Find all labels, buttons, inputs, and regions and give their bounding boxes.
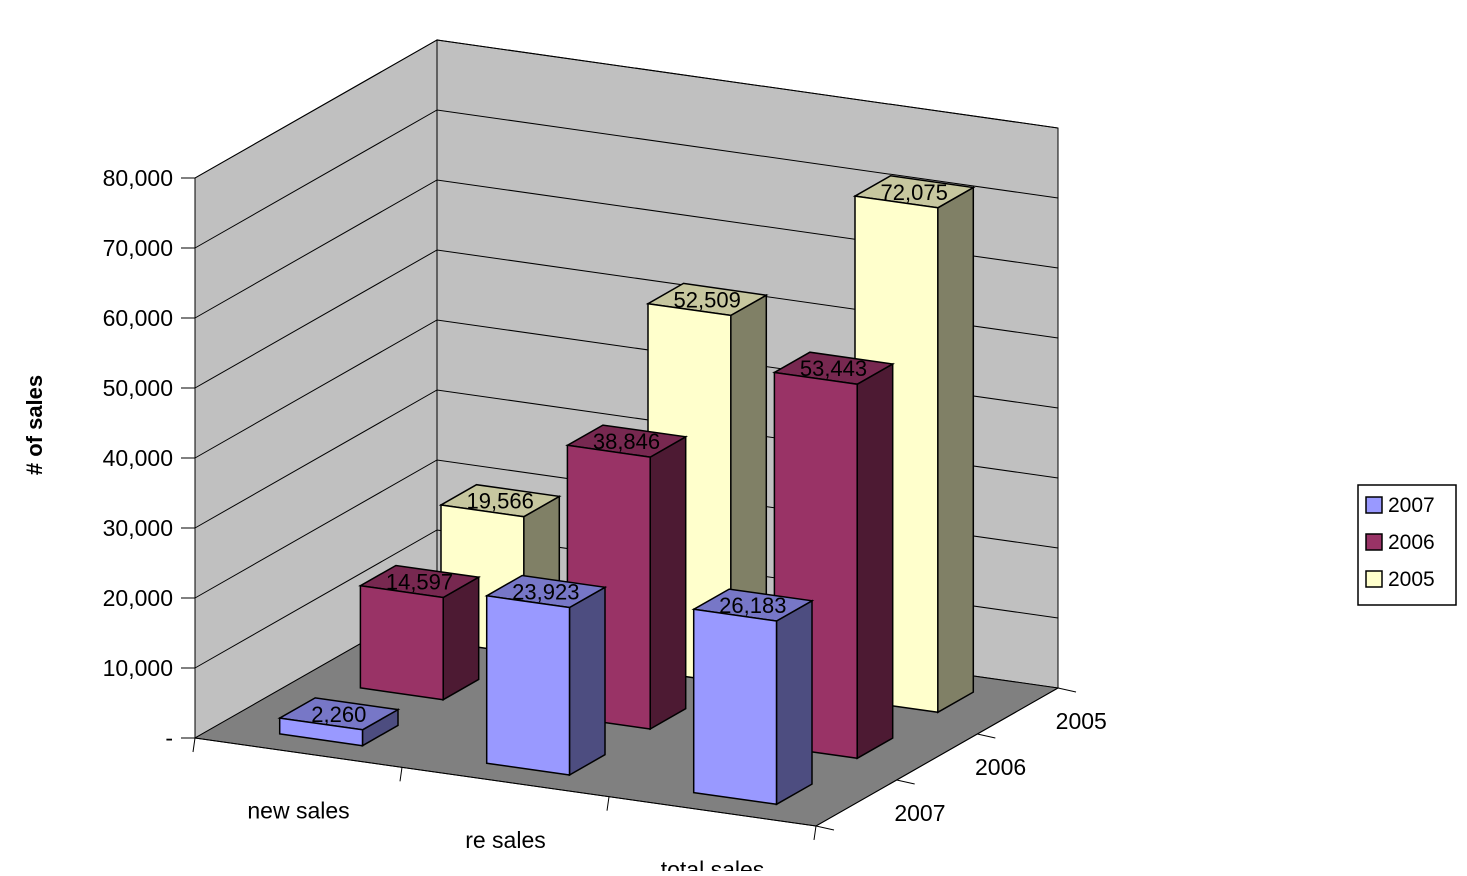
data-label: 53,443 <box>800 356 867 381</box>
depth-label: 2005 <box>1056 708 1107 734</box>
bar-side <box>775 599 813 806</box>
legend-label: 2007 <box>1388 494 1435 517</box>
y-tick-label: 30,000 <box>103 515 173 541</box>
y-tick-label: - <box>165 725 173 751</box>
x-tick <box>399 767 403 782</box>
y-tick-label: 80,000 <box>103 165 173 191</box>
legend-swatch <box>1365 496 1383 514</box>
x-tick <box>192 737 196 753</box>
depth-label: 2006 <box>975 754 1026 780</box>
category-label: total sales <box>661 856 765 871</box>
x-tick <box>813 825 817 841</box>
data-label: 14,597 <box>386 569 453 594</box>
category-label: new sales <box>247 798 349 824</box>
legend-swatch <box>1365 533 1383 551</box>
gridline <box>194 249 1059 389</box>
data-label: 26,183 <box>719 593 786 618</box>
legend-label: 2005 <box>1388 568 1435 591</box>
bar-side <box>649 435 687 731</box>
data-label: 72,075 <box>881 180 948 205</box>
legend: 2007 2006 2005 <box>1357 484 1457 606</box>
bar-front <box>692 608 778 806</box>
depth-tick <box>896 779 915 785</box>
bar-front <box>359 584 444 701</box>
bar-front <box>278 717 364 747</box>
data-label: 38,846 <box>593 429 660 454</box>
depth-tick <box>977 733 996 739</box>
bar <box>691 588 815 806</box>
bar <box>358 564 481 701</box>
gridline <box>194 109 1059 249</box>
bar-front <box>485 594 571 776</box>
x-axis-line <box>194 737 817 827</box>
bar <box>852 175 976 714</box>
y-tick-label: 60,000 <box>103 305 173 331</box>
y-tick-label: 10,000 <box>103 655 173 681</box>
data-label: 2,260 <box>311 702 366 727</box>
depth-axis-line <box>815 687 1059 827</box>
bar-side <box>856 362 894 760</box>
legend-label: 2006 <box>1388 531 1435 554</box>
bar-side <box>568 586 606 777</box>
depth-tick <box>815 825 835 831</box>
y-tick-label: 40,000 <box>103 445 173 471</box>
y-tick-label: 20,000 <box>103 585 173 611</box>
gridline <box>194 179 1059 319</box>
depth-tick <box>1057 687 1077 693</box>
bar <box>484 574 608 777</box>
gridline <box>194 39 1059 179</box>
depth-label: 2007 <box>894 800 945 826</box>
y-tick-label: 70,000 <box>103 235 173 261</box>
data-label: 23,923 <box>512 580 579 605</box>
x-tick <box>606 796 610 811</box>
category-label: re sales <box>465 827 546 853</box>
y-axis-title: # of sales <box>22 375 47 475</box>
y-tick-label: 50,000 <box>103 375 173 401</box>
bar-side <box>937 186 975 714</box>
data-label: 52,509 <box>674 287 741 312</box>
data-label: 19,566 <box>467 489 534 514</box>
bar-side <box>442 575 480 701</box>
legend-swatch <box>1365 570 1383 588</box>
bar <box>277 697 401 747</box>
